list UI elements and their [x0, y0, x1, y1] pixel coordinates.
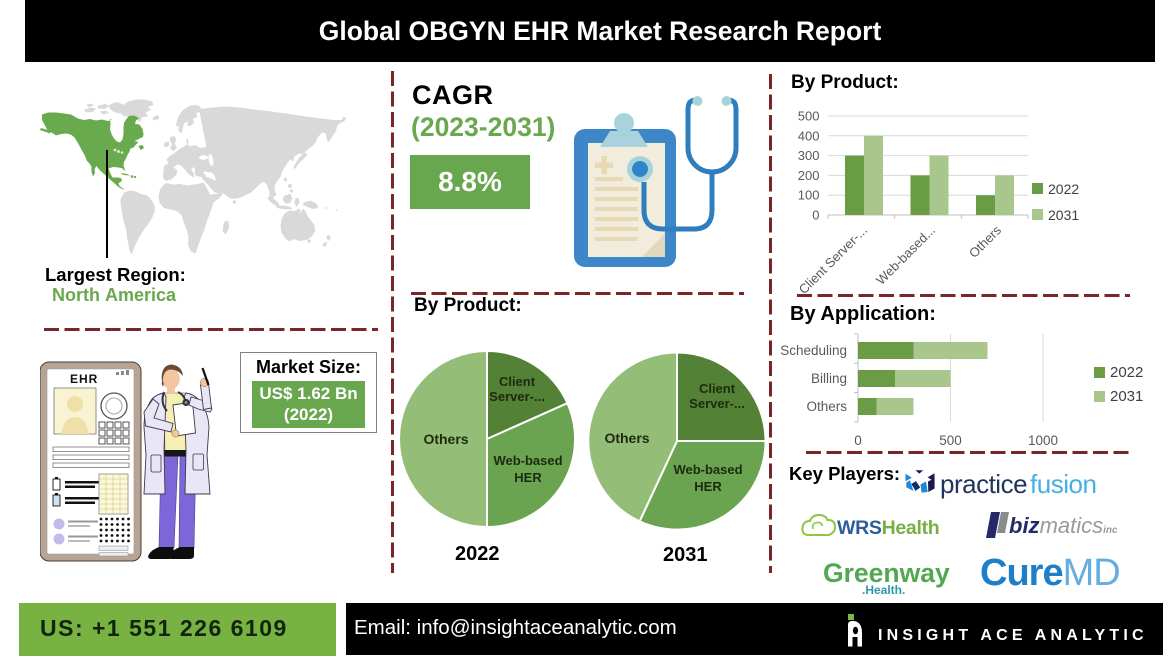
- svg-text:Client: Client: [499, 374, 536, 389]
- svg-text:Others: Others: [966, 222, 1005, 261]
- svg-text:2031: 2031: [1048, 207, 1079, 223]
- svg-text:bizmaticsinc: bizmaticsinc: [1009, 513, 1118, 538]
- svg-text:Greenway: Greenway: [823, 558, 950, 588]
- svg-text:Others: Others: [604, 430, 649, 446]
- svg-text:HER: HER: [694, 479, 722, 494]
- svg-text:500: 500: [939, 433, 962, 448]
- svg-text:Client: Client: [699, 381, 736, 396]
- svg-text:300: 300: [798, 148, 820, 163]
- svg-text:HER: HER: [514, 470, 542, 485]
- svg-text:400: 400: [798, 128, 820, 143]
- svg-text:2022: 2022: [1048, 181, 1079, 197]
- svg-text:INSIGHT ACE ANALYTIC: INSIGHT ACE ANALYTIC: [878, 627, 1148, 644]
- svg-text:CureMD: CureMD: [980, 552, 1120, 594]
- svg-text:Server-...: Server-...: [489, 389, 545, 404]
- svg-text:Scheduling: Scheduling: [780, 343, 847, 358]
- svg-text:Others: Others: [423, 431, 468, 447]
- svg-text:200: 200: [798, 168, 820, 183]
- svg-text:Client Server-...: Client Server-...: [796, 223, 870, 297]
- svg-text:Web-based: Web-based: [673, 462, 742, 477]
- svg-text:EHR: EHR: [70, 372, 98, 386]
- svg-text:.Health.: .Health.: [862, 583, 905, 597]
- svg-text:100: 100: [798, 188, 820, 203]
- svg-text:2022: 2022: [1110, 364, 1143, 381]
- svg-text:500: 500: [798, 109, 820, 124]
- svg-text:Others: Others: [806, 399, 847, 414]
- svg-text:0: 0: [854, 433, 862, 448]
- svg-text:Server-...: Server-...: [689, 396, 745, 411]
- svg-text:WRSHealth: WRSHealth: [837, 517, 939, 539]
- svg-text:2031: 2031: [1110, 388, 1143, 405]
- svg-text:0: 0: [812, 208, 819, 223]
- svg-text:Billing: Billing: [811, 371, 847, 386]
- svg-text:1000: 1000: [1028, 433, 1058, 448]
- svg-text:Web-based: Web-based: [493, 453, 562, 468]
- svg-text:Web-based...: Web-based...: [873, 223, 938, 288]
